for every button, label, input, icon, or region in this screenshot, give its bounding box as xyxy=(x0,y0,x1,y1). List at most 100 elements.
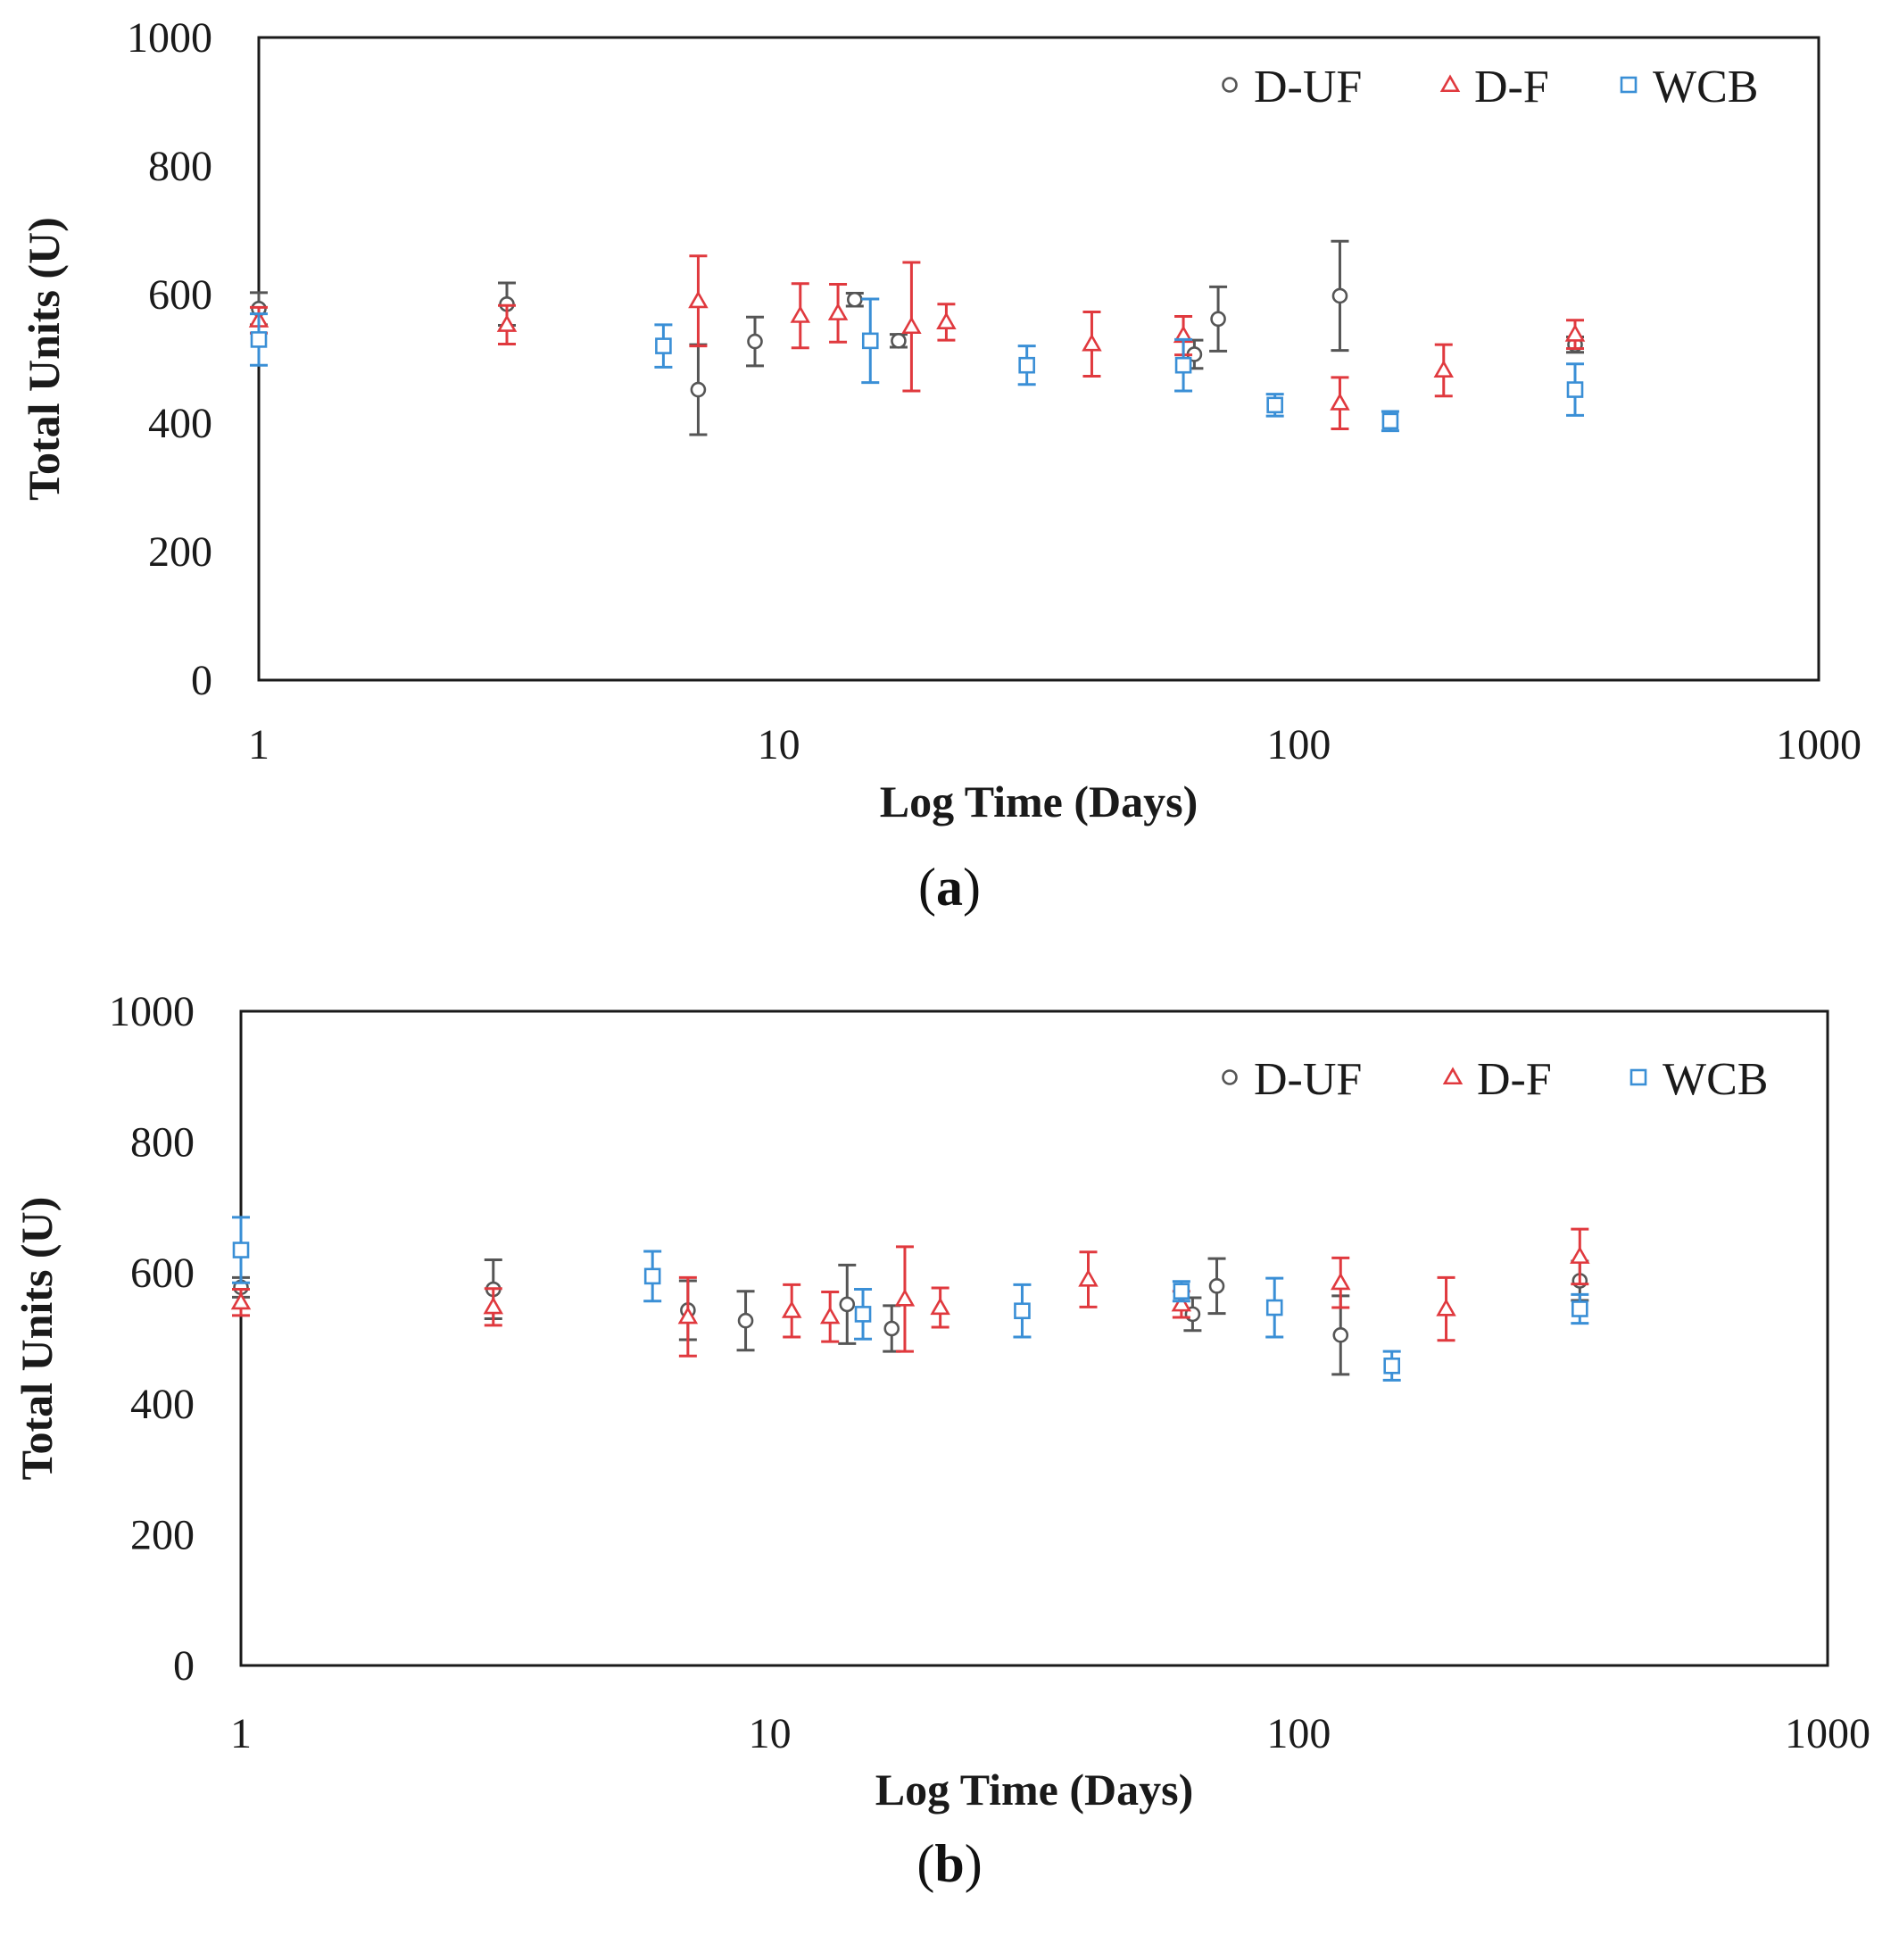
chart-b-svg: 0 200 400 600 800 1000 1 10 100 1000 Log Time (Day… xyxy=(12,988,1870,1815)
legend-label-d-f: D-F xyxy=(1477,1054,1552,1105)
data-point-d-uf xyxy=(839,1296,856,1313)
data-point-d-uf xyxy=(891,333,907,349)
y-tick-label: 200 xyxy=(130,1511,195,1558)
chart-panel-a: 0 200 400 600 800 1000 1 10 100 1000 Log Time (Day… xyxy=(0,0,1899,978)
data-point-d-f xyxy=(790,305,811,323)
data-point-d-f xyxy=(688,290,709,309)
data-point-d-f xyxy=(819,1306,841,1325)
data-point-wcb xyxy=(1265,1299,1283,1316)
series-d-uf xyxy=(250,239,1585,436)
data-point-d-f xyxy=(1331,1272,1351,1291)
data-point-d-uf xyxy=(847,291,863,308)
data-point-wcb xyxy=(1014,1302,1031,1320)
data-point-wcb xyxy=(655,337,672,354)
data-point-wcb xyxy=(1018,356,1035,374)
data-point-wcb xyxy=(643,1267,661,1285)
panel-a-label: a xyxy=(936,858,963,917)
data-point-d-f xyxy=(483,1296,504,1315)
data-point-wcb xyxy=(1566,381,1584,398)
legend: D-UF D-F WCB xyxy=(1222,1054,1768,1105)
y-tick-label: 1000 xyxy=(109,988,195,1035)
legend-label-d-f: D-F xyxy=(1474,62,1549,112)
x-tick-label: 100 xyxy=(1266,721,1331,768)
data-point-d-uf xyxy=(883,1320,900,1337)
series-d-f xyxy=(248,254,1586,430)
panel-b-caption: (b) xyxy=(916,1834,983,1893)
data-point-d-f xyxy=(496,314,518,332)
x-tick-label: 1 xyxy=(230,1710,252,1757)
data-point-d-uf xyxy=(1331,287,1348,304)
x-axis-title: Log Time (Days) xyxy=(875,1765,1194,1815)
data-point-d-f xyxy=(894,1288,916,1307)
data-point-d-f xyxy=(1433,360,1454,378)
panel-b-label: b xyxy=(934,1834,965,1893)
legend-label-d-uf: D-UF xyxy=(1254,1054,1362,1105)
y-tick-label: 400 xyxy=(130,1381,195,1428)
y-axis-title: Total Units (U) xyxy=(19,217,69,501)
series-wcb xyxy=(232,1216,1589,1382)
y-tick-label: 800 xyxy=(130,1119,195,1167)
data-point-wcb xyxy=(854,1306,872,1323)
y-tick-label: 600 xyxy=(130,1250,195,1297)
y-tick-label: 0 xyxy=(191,657,212,704)
data-point-wcb xyxy=(250,331,268,348)
series-d-uf xyxy=(232,1257,1589,1376)
data-point-d-uf xyxy=(690,381,707,398)
data-point-d-f xyxy=(1082,333,1102,352)
data-point-d-f xyxy=(1078,1268,1099,1287)
x-tick-label: 10 xyxy=(758,721,800,768)
plot-area-frame xyxy=(239,1009,1829,1667)
x-tick-label: 1 xyxy=(248,721,270,768)
x-tick-label: 10 xyxy=(749,1710,792,1757)
data-point-d-uf xyxy=(1332,1327,1349,1343)
data-point-wcb xyxy=(1383,1357,1400,1374)
y-tick-label: 200 xyxy=(148,528,212,576)
legend-label-wcb: WCB xyxy=(1663,1054,1768,1105)
data-point-d-uf xyxy=(1210,311,1226,328)
legend-marker-d-uf xyxy=(1222,1069,1238,1085)
legend-label-wcb: WCB xyxy=(1653,62,1758,112)
y-tick-label: 1000 xyxy=(127,14,212,62)
data-point-wcb xyxy=(1381,412,1399,430)
legend-label-d-uf: D-UF xyxy=(1254,62,1362,112)
data-point-wcb xyxy=(861,332,879,350)
data-point-d-f xyxy=(1564,324,1586,342)
y-tick-label: 800 xyxy=(148,143,212,190)
data-point-d-uf xyxy=(747,333,763,350)
panel-a-caption: (a) xyxy=(918,858,981,917)
legend-marker-d-f xyxy=(1439,74,1461,93)
x-axis-title: Log Time (Days) xyxy=(880,777,1198,826)
x-tick-label: 1000 xyxy=(1776,721,1862,768)
y-tick-label: 0 xyxy=(173,1642,195,1690)
data-point-d-f xyxy=(901,316,922,335)
data-point-wcb xyxy=(1174,356,1192,374)
data-point-d-f xyxy=(827,303,849,320)
y-tick-label: 400 xyxy=(148,400,212,447)
y-axis-title: Total Units (U) xyxy=(12,1197,62,1481)
legend-marker-d-f xyxy=(1442,1067,1464,1085)
data-point-wcb xyxy=(1571,1300,1588,1317)
data-point-d-f xyxy=(936,311,957,330)
legend: D-UF D-F WCB xyxy=(1222,62,1758,112)
data-point-wcb xyxy=(232,1242,250,1258)
data-point-d-f xyxy=(1171,1293,1192,1312)
chart-a-svg: 0 200 400 600 800 1000 1 10 100 1000 Log Time (Day… xyxy=(19,14,1862,826)
y-tick-label: 600 xyxy=(148,271,212,319)
series-wcb xyxy=(250,297,1585,433)
legend-marker-wcb xyxy=(1620,76,1638,94)
data-point-d-f xyxy=(1330,393,1350,411)
legend-marker-wcb xyxy=(1629,1068,1647,1086)
data-point-d-f xyxy=(930,1297,950,1316)
data-point-wcb xyxy=(1173,1283,1190,1300)
x-tick-label: 1000 xyxy=(1785,1710,1870,1757)
data-point-d-f xyxy=(677,1306,699,1325)
data-point-d-uf xyxy=(1208,1278,1225,1294)
data-point-d-f xyxy=(1570,1246,1590,1264)
data-point-d-f xyxy=(230,1291,252,1310)
data-point-d-f xyxy=(1436,1298,1456,1316)
legend-marker-d-uf xyxy=(1222,77,1238,93)
chart-panel-b: 0 200 400 600 800 1000 1 10 100 1000 Log Time (Day… xyxy=(0,978,1899,1960)
x-tick-label: 100 xyxy=(1266,1710,1331,1757)
data-point-wcb xyxy=(1266,396,1283,414)
data-point-d-f xyxy=(781,1300,802,1318)
